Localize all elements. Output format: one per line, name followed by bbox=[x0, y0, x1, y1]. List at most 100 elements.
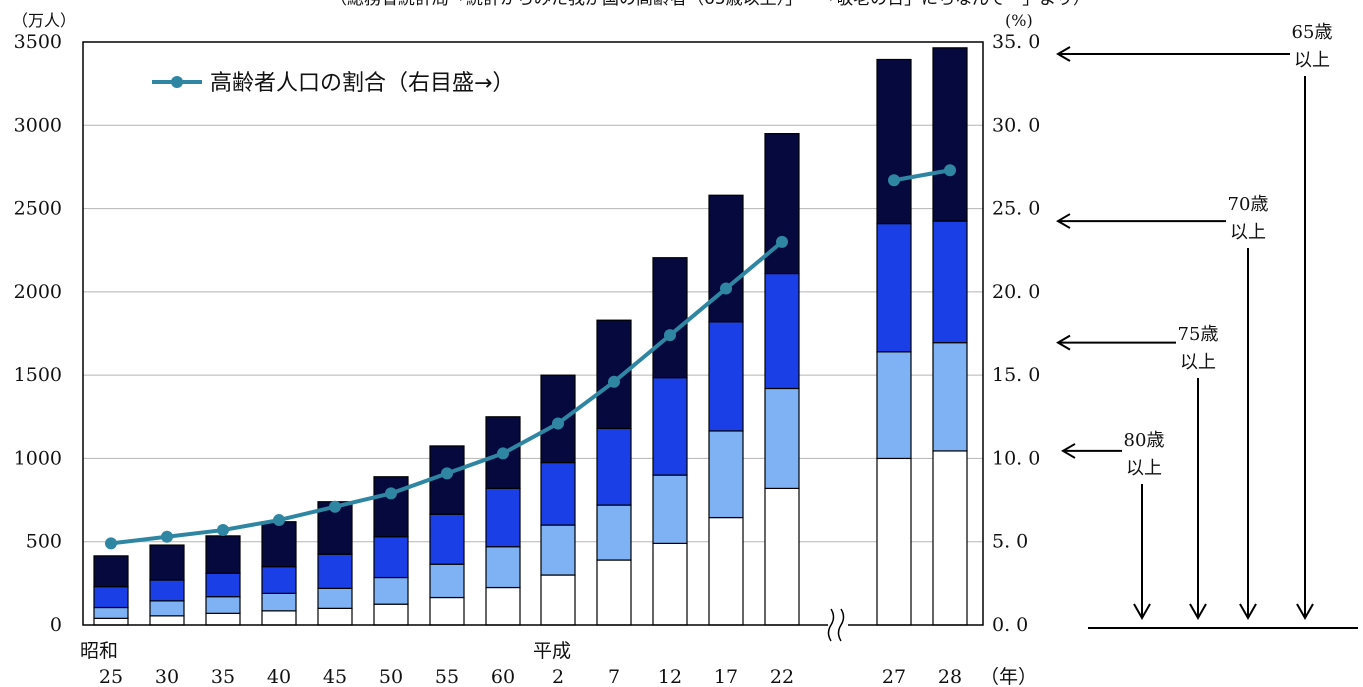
bar-segment bbox=[932, 47, 968, 222]
x-tick-label: 60 bbox=[491, 666, 515, 687]
bar-segment bbox=[540, 524, 576, 576]
bar-segment bbox=[764, 387, 800, 490]
x-tick-label: 45 bbox=[323, 666, 347, 687]
arrow-head bbox=[1061, 443, 1076, 459]
left-tick-label: 3500 bbox=[14, 31, 62, 53]
ratio-point bbox=[161, 530, 173, 543]
ratio-point bbox=[105, 537, 117, 550]
right-tick-label: 5. 0 bbox=[992, 531, 1028, 553]
left-tick-label: 2500 bbox=[14, 198, 62, 220]
right-tick-label: 30. 0 bbox=[992, 114, 1040, 136]
left-tick-label: 500 bbox=[26, 531, 62, 553]
right-tick-label: 0. 0 bbox=[992, 614, 1028, 636]
bar-segment bbox=[149, 544, 185, 581]
bar-segment bbox=[429, 596, 465, 626]
axis-break-mark bbox=[837, 608, 845, 642]
bar-segment bbox=[373, 603, 409, 626]
gridlines bbox=[83, 124, 983, 543]
left-tick-label: 3000 bbox=[14, 114, 62, 136]
arrow-head bbox=[1239, 603, 1257, 621]
bar-segment bbox=[93, 586, 129, 609]
bar-segment bbox=[429, 513, 465, 565]
annotation-suffix: 以上 bbox=[1294, 50, 1330, 71]
bar-segment bbox=[149, 600, 185, 617]
ratio-point bbox=[888, 174, 900, 187]
bar-segment bbox=[540, 461, 576, 526]
bar-segment bbox=[652, 377, 688, 476]
bar-segment bbox=[596, 559, 632, 626]
x-tick-label: 30 bbox=[155, 666, 179, 687]
ratio-point bbox=[944, 164, 956, 177]
ratio-line-series bbox=[105, 164, 956, 550]
arrow-head bbox=[1296, 603, 1314, 621]
bar-segment bbox=[149, 579, 185, 602]
era-label: 昭和 bbox=[80, 640, 118, 662]
ratio-point bbox=[776, 235, 788, 248]
bar-segment bbox=[932, 220, 968, 344]
ratio-point bbox=[664, 329, 676, 342]
ratio-point bbox=[217, 524, 229, 537]
bar-segment bbox=[708, 430, 744, 519]
bar-segment bbox=[652, 257, 688, 379]
left-axis-tick-labels: 0 500 1000 1500 2000 2500 3000 3500 bbox=[14, 31, 62, 636]
x-tick-label: 27 bbox=[882, 666, 906, 687]
plot-frame bbox=[82, 41, 984, 626]
left-tick-label: 0 bbox=[50, 614, 62, 636]
bar-segment bbox=[876, 457, 912, 626]
x-tick-label: 25 bbox=[99, 666, 123, 687]
right-tick-label: 25. 0 bbox=[992, 198, 1040, 220]
bar-stacks bbox=[93, 47, 968, 626]
ratio-line bbox=[893, 168, 951, 183]
bar-segment bbox=[876, 58, 912, 225]
bar-segment bbox=[652, 474, 688, 544]
x-tick-label: 7 bbox=[608, 666, 620, 687]
bar-segment bbox=[876, 222, 912, 353]
annotation-suffix: 以上 bbox=[1180, 352, 1216, 373]
x-tick-label: 12 bbox=[658, 666, 682, 687]
ratio-point bbox=[273, 514, 285, 527]
legend-marker bbox=[171, 76, 183, 88]
bar-segment bbox=[485, 586, 521, 626]
right-tick-label: 35. 0 bbox=[992, 31, 1040, 53]
bar-segment bbox=[485, 546, 521, 589]
bar-segment bbox=[596, 504, 632, 561]
bar-segment bbox=[93, 617, 129, 626]
bar-segment bbox=[764, 487, 800, 626]
bar-segment bbox=[317, 607, 353, 626]
bar-segment bbox=[708, 194, 744, 323]
bar-segment bbox=[93, 606, 129, 619]
annotation-suffix: 以上 bbox=[1126, 458, 1162, 479]
ratio-point bbox=[552, 417, 564, 430]
bar-segment bbox=[708, 516, 744, 626]
legend-label: 高齢者人口の割合（右目盛→） bbox=[210, 71, 514, 96]
era-label: 平成 bbox=[533, 640, 571, 662]
ratio-point bbox=[329, 500, 341, 513]
bar-segment bbox=[652, 542, 688, 626]
annotation-age: 80歳 bbox=[1124, 430, 1165, 451]
x-tick-label: 40 bbox=[267, 666, 291, 687]
axis-break-mark bbox=[827, 608, 835, 642]
x-tick-label: 22 bbox=[770, 666, 794, 687]
axes bbox=[82, 41, 984, 642]
bar-segment bbox=[485, 487, 521, 548]
bar-segment bbox=[93, 555, 129, 588]
bar-segment bbox=[261, 521, 297, 568]
arrow-head bbox=[1056, 46, 1071, 62]
bar-segment bbox=[429, 445, 465, 515]
bar-segment bbox=[261, 592, 297, 612]
left-tick-label: 1500 bbox=[14, 364, 62, 386]
ratio-point bbox=[385, 487, 397, 500]
right-tick-label: 20. 0 bbox=[992, 281, 1040, 303]
ratio-point bbox=[720, 282, 732, 295]
annotation-age: 70歳 bbox=[1228, 194, 1269, 215]
x-tick-label: 55 bbox=[435, 666, 459, 687]
bar-segment bbox=[261, 566, 297, 594]
x-tick-label: 28 bbox=[938, 666, 962, 687]
ratio-point bbox=[441, 467, 453, 480]
left-tick-label: 1000 bbox=[14, 447, 62, 469]
bar-segment bbox=[205, 572, 241, 598]
year-unit-label: （年） bbox=[980, 666, 1037, 687]
x-tick-label: 50 bbox=[379, 666, 403, 687]
